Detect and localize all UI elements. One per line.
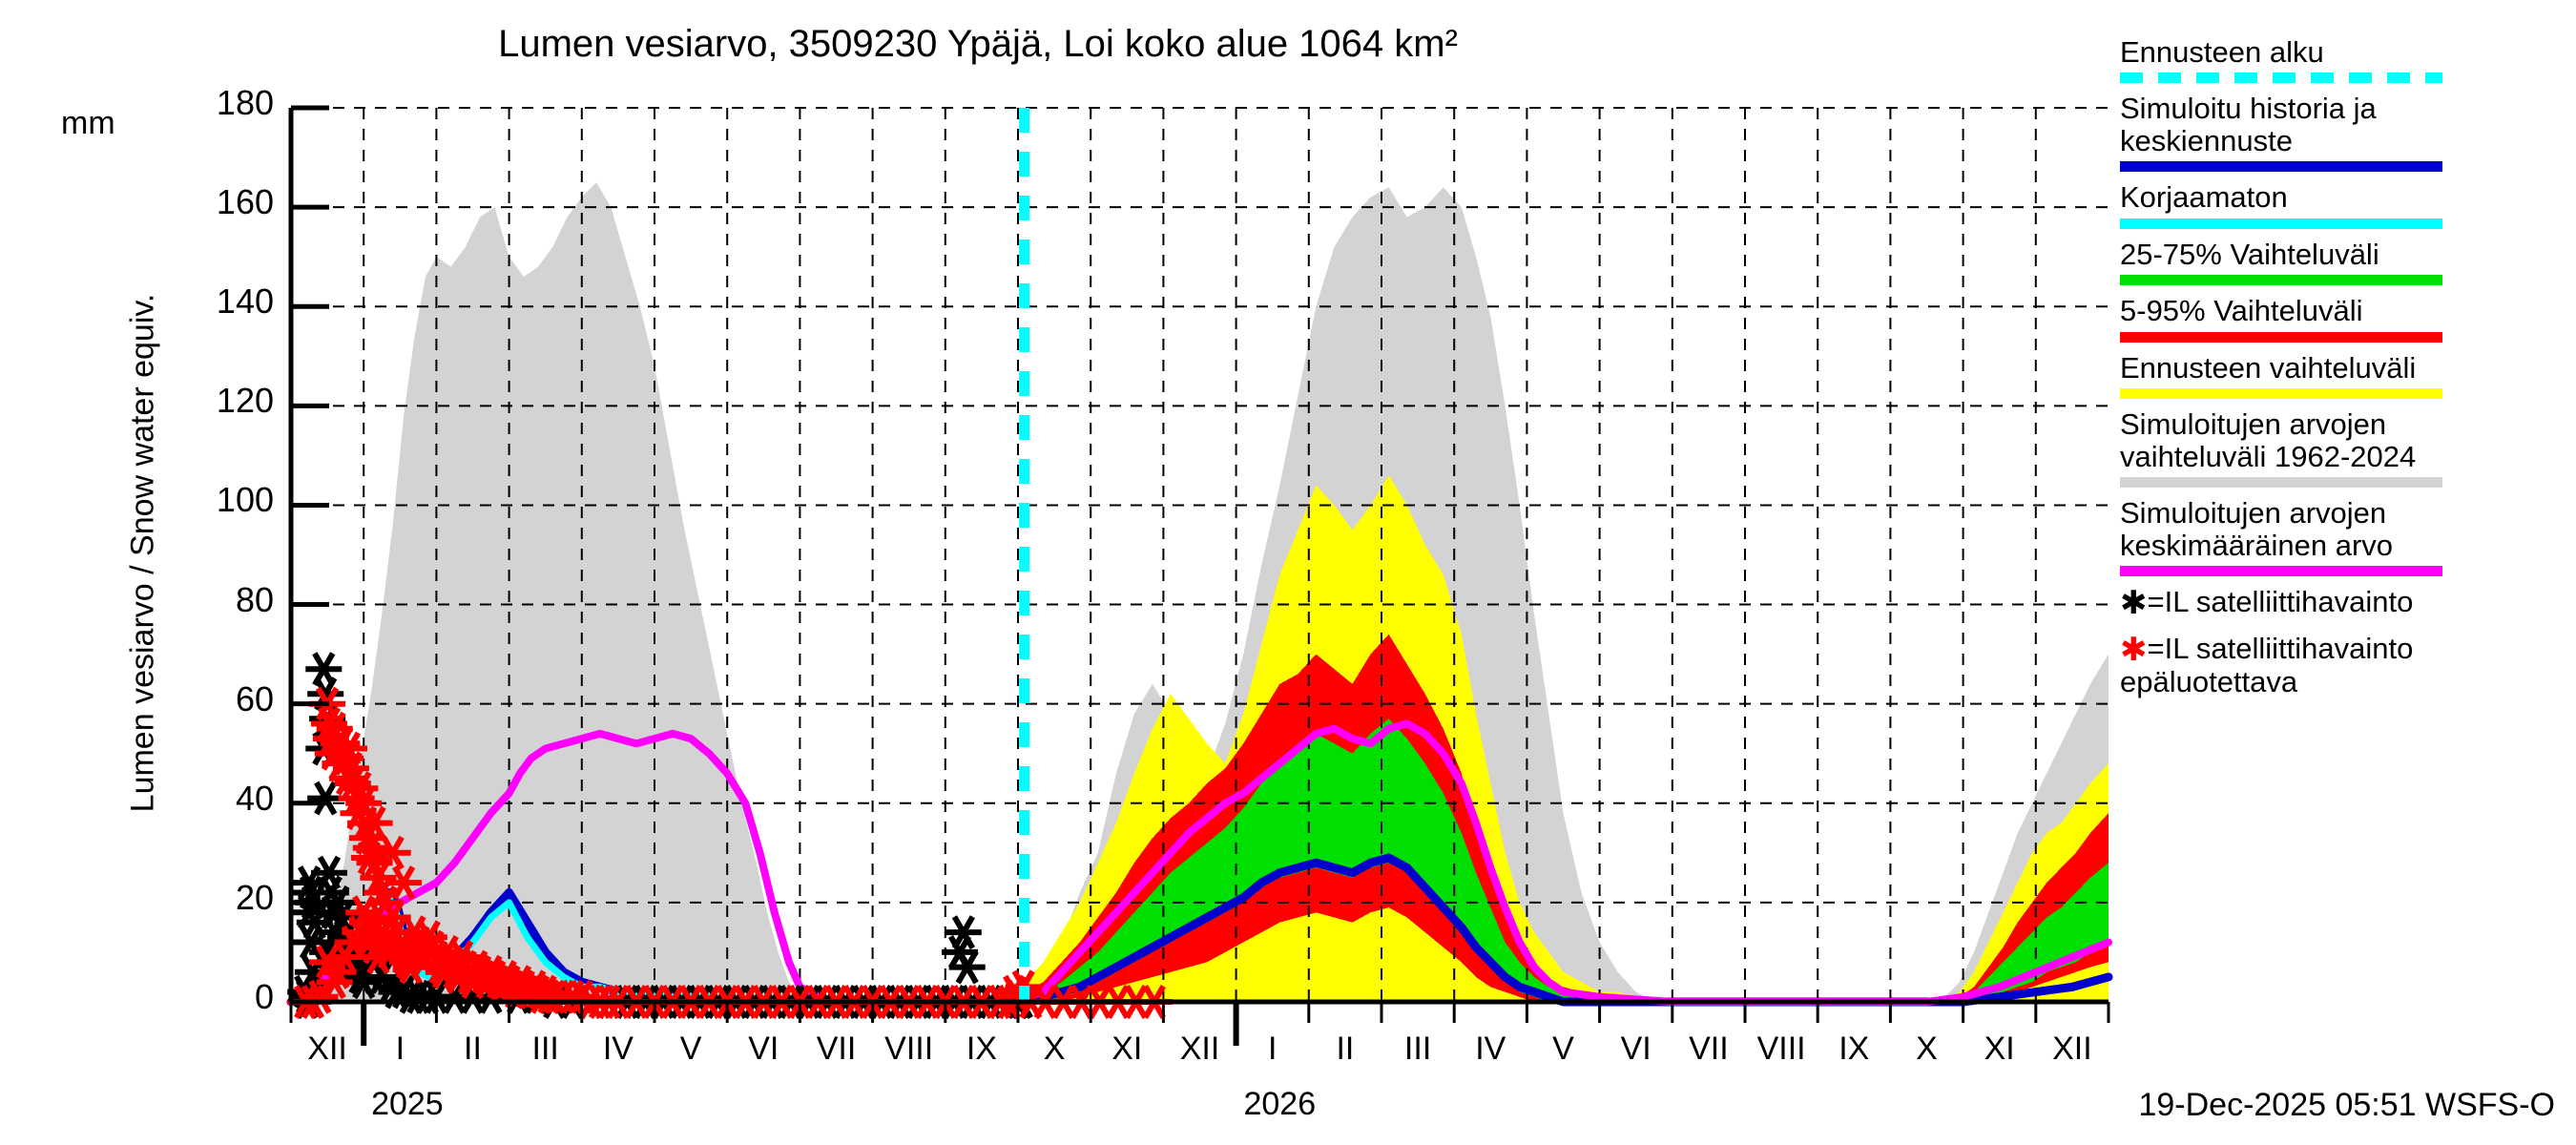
- legend-swatch: [2120, 566, 2442, 577]
- legend-swatch: [2120, 73, 2442, 84]
- x-axis-month-label: VII: [1689, 1030, 1729, 1067]
- legend-label: Ennusteen alku: [2120, 35, 2324, 69]
- timestamp: 19-Dec-2025 05:51 WSFS-O: [2138, 1087, 2555, 1123]
- band-25-75-vaihteluv-li: [1025, 718, 2109, 1002]
- x-axis-month-label: XII: [1179, 1030, 1220, 1067]
- legend-label: Ennusteen vaihteluväli: [2120, 350, 2417, 385]
- x-axis-year-label: 2025: [371, 1086, 444, 1122]
- legend-item-simulated-range-1962-2024: Simuloitujen arvojen vaihteluväli 1962-2…: [2120, 407, 2576, 489]
- x-axis-month-label: VIII: [884, 1030, 934, 1067]
- legend-label: Simuloitujen arvojen vaihteluväli 1962-2…: [2120, 407, 2417, 473]
- x-axis-year-label: 2026: [1243, 1086, 1317, 1122]
- x-axis-month-label: I: [395, 1030, 405, 1067]
- x-axis-month-label: X: [1916, 1030, 1938, 1067]
- y-axis-unit: mm: [61, 105, 115, 141]
- y-axis-tick-label: 140: [216, 281, 274, 322]
- x-axis-month-label: IV: [1475, 1030, 1506, 1067]
- y-axis-tick-label: 60: [235, 678, 274, 718]
- x-axis-month-label: VIII: [1756, 1030, 1806, 1067]
- x-axis-month-label: VII: [816, 1030, 857, 1067]
- x-axis-month-label: IX: [966, 1030, 997, 1067]
- y-axis-tick-label: 180: [216, 83, 274, 122]
- legend-item-simulated-mean-value: Simuloitujen arvojen keskimääräinen arvo: [2120, 496, 2576, 577]
- asterisk-icon: ✱: [2120, 632, 2148, 669]
- legend-swatch: [2120, 331, 2442, 343]
- y-axis-tick-label: 40: [235, 778, 274, 818]
- x-axis-month-label: II: [1336, 1030, 1355, 1067]
- legend-item-uncorrected: Korjaamaton: [2120, 180, 2576, 229]
- x-axis-month-label: VI: [748, 1030, 779, 1067]
- y-axis-tick-label: 120: [216, 381, 274, 421]
- legend-swatch: [2120, 218, 2442, 229]
- x-axis-month-label: II: [464, 1030, 482, 1067]
- markers-il-satelliittihavainto-ep-luotettava: [287, 686, 1173, 1019]
- y-axis-tick-label: 80: [235, 579, 274, 619]
- legend-swatch: [2120, 388, 2442, 400]
- x-axis-month-label: III: [531, 1030, 559, 1067]
- legend-label: Simuloitujen arvojen keskimääräinen arvo: [2120, 496, 2394, 562]
- y-axis-tick-label: 20: [235, 877, 274, 917]
- legend-swatch: [2120, 161, 2442, 173]
- legend-label: 5-95% Vaihteluväli: [2120, 294, 2363, 328]
- legend-item-range-25-75: 25-75% Vaihteluväli: [2120, 237, 2576, 286]
- legend-marker-satellite-observation: ✱=IL satelliittihavainto: [2120, 586, 2576, 619]
- x-axis-month-label: XI: [1111, 1030, 1143, 1067]
- x-axis-month-label: V: [679, 1030, 702, 1067]
- x-axis-month-label: III: [1403, 1030, 1432, 1067]
- legend-label: 25-75% Vaihteluväli: [2120, 237, 2379, 271]
- x-axis-month-label: VI: [1620, 1030, 1652, 1067]
- x-axis-month-label: XI: [1984, 1030, 2015, 1067]
- x-axis-month-label: IX: [1839, 1030, 1870, 1067]
- legend-item-forecast-start: Ennusteen alku: [2120, 35, 2576, 84]
- page-title: Lumen vesiarvo, 3509230 Ypäjä, Loi koko …: [498, 23, 1458, 65]
- legend-swatch: [2120, 275, 2442, 286]
- legend-label: Simuloitu historia ja keskiennuste: [2120, 92, 2377, 157]
- legend-item-range-5-95: 5-95% Vaihteluväli: [2120, 294, 2576, 343]
- legend-marker-label: ✱=IL satelliittihavainto: [2120, 585, 2414, 622]
- y-axis-tick-label: 100: [216, 480, 274, 520]
- line-simuloitujen-arvojen-keskim-r-inen-arvo: [287, 719, 2112, 1006]
- legend-marker-satellite-observation-unreliable: ✱=IL satelliittihavainto epäluotettava: [2120, 632, 2576, 699]
- x-axis-month-label: XII: [2052, 1030, 2092, 1067]
- legend-swatch: [2120, 477, 2442, 489]
- x-axis-month-label: V: [1552, 1030, 1574, 1067]
- y-axis-tick-label: 0: [254, 977, 274, 1016]
- legend-marker-label: ✱=IL satelliittihavainto epäluotettava: [2120, 632, 2414, 699]
- band-5-95-vaihteluv-li: [1025, 634, 2109, 1002]
- chart-legend: Ennusteen alku Simuloitu historia ja kesk…: [2120, 36, 2576, 712]
- x-axis-month-label: I: [1267, 1030, 1278, 1067]
- asterisk-icon: ✱: [2120, 585, 2148, 622]
- y-axis-tick-label: 160: [216, 182, 274, 222]
- x-axis-month-label: XII: [307, 1030, 347, 1067]
- x-axis-month-label: IV: [602, 1030, 634, 1067]
- x-axis-month-label: X: [1043, 1030, 1066, 1067]
- legend-item-forecast-range: Ennusteen vaihteluväli: [2120, 350, 2576, 400]
- y-axis-label: Lumen vesiarvo / Snow water equiv.: [124, 293, 161, 813]
- legend-label: Korjaamaton: [2120, 180, 2288, 215]
- legend-item-simulated-history-and-mean-forecast: Simuloitu historia ja keskiennuste: [2120, 92, 2576, 173]
